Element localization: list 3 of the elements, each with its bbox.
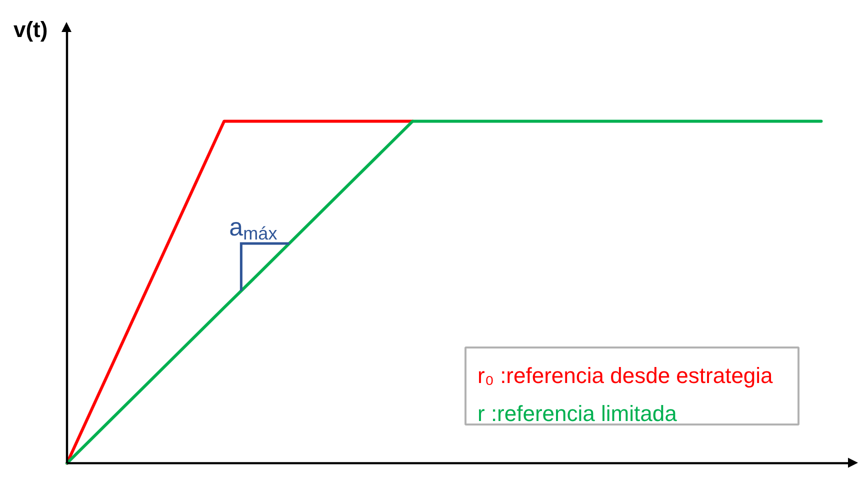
y-axis-title: v(t) [14, 17, 48, 42]
text: r₀ :referencia desde estrategia [478, 363, 774, 388]
text: r :referencia limitada [478, 401, 678, 426]
